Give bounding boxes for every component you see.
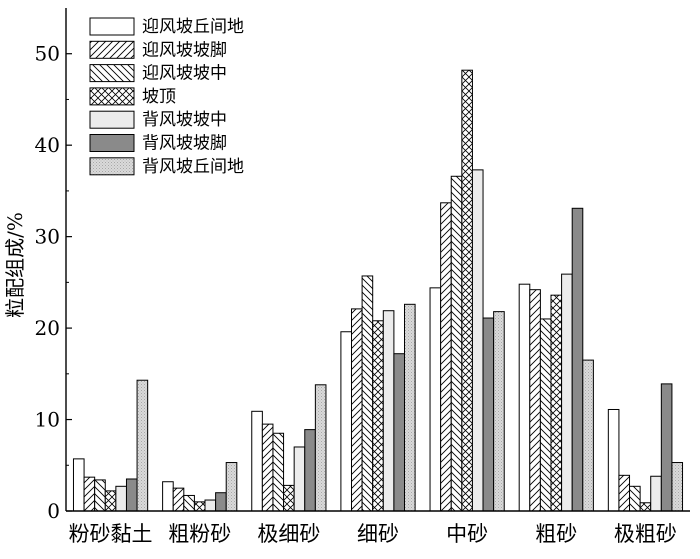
bar-6-4 (550, 294, 563, 512)
bar-5-1 (429, 287, 442, 512)
bar-7-3 (629, 485, 641, 512)
bar-2-5 (204, 499, 217, 512)
axes-layer: 粉砂黏土 粗粉砂 极细砂 细砂 中砂 粗砂 极粗砂 0 10 20 30 40 50 (35, 8, 690, 546)
bar-3-2 (261, 423, 274, 512)
bar-5-5 (471, 169, 484, 512)
bar-1-3 (94, 479, 106, 512)
y-tick-label: 0 (47, 499, 60, 523)
bar-6-3 (539, 318, 552, 512)
bar-3-6 (304, 429, 316, 512)
x-tick-label: 粉砂黏土 (69, 522, 153, 546)
x-tick-label: 细砂 (357, 522, 399, 546)
x-tick-label: 中砂 (446, 522, 488, 546)
y-tick-label: 40 (35, 133, 60, 157)
legend-label: 背风坡坡中 (142, 110, 227, 130)
bar-3-7 (314, 384, 327, 512)
bar-1-7 (136, 379, 149, 512)
bar-7-6 (660, 383, 673, 512)
bar-1-1 (72, 458, 85, 512)
bar-2-3 (183, 494, 195, 512)
bar-7-2 (618, 474, 631, 512)
legend-label: 迎风坡坡中 (142, 64, 227, 84)
bar-1-6 (125, 478, 138, 512)
legend-swatch (89, 64, 135, 83)
bar-1-2 (83, 476, 96, 512)
bar-4-6 (393, 353, 405, 512)
bar-5-2 (440, 202, 452, 512)
bar-4-1 (340, 331, 352, 512)
bar-2-6 (215, 492, 227, 512)
bar-6-2 (529, 289, 541, 512)
bar-6-7 (582, 359, 594, 512)
legend-label: 迎风坡坡脚 (142, 40, 227, 60)
y-tick-label: 50 (35, 42, 60, 66)
bar-2-4 (193, 501, 206, 512)
legend-label: 背风坡丘间地 (142, 157, 244, 177)
legend-swatch (89, 40, 135, 59)
y-tick-label: 30 (35, 225, 60, 249)
y-axis-title: 粒配组成/% (3, 212, 27, 318)
bar-3-4 (283, 484, 295, 512)
bar-2-7 (225, 462, 238, 512)
legend-swatch (89, 110, 135, 129)
bar-5-3 (450, 175, 463, 512)
bar-2-2 (172, 487, 185, 512)
x-tick-label: 粗砂 (535, 522, 577, 546)
bar-4-2 (351, 308, 363, 512)
bar-5-7 (493, 311, 505, 512)
bar-6-6 (571, 207, 584, 512)
y-tick-label: 10 (35, 408, 60, 432)
bar-7-1 (607, 408, 620, 512)
bar-3-5 (293, 446, 306, 512)
legend-swatch (89, 87, 135, 106)
bar-6-1 (518, 283, 531, 512)
legend-swatch (89, 134, 135, 152)
x-tick-label: 极细砂 (257, 522, 320, 546)
bar-6-5 (561, 273, 573, 512)
bar-2-1 (162, 481, 174, 512)
y-tick-label: 20 (35, 316, 60, 340)
bar-1-4 (104, 490, 117, 512)
bar-5-4 (461, 69, 473, 512)
legend-label: 坡顶 (142, 87, 176, 107)
legend-swatch (89, 157, 135, 176)
bar-7-5 (650, 475, 662, 512)
bar-5-6 (482, 317, 495, 512)
bar-4-4 (372, 320, 384, 512)
bar-4-7 (404, 303, 416, 512)
legend-label: 迎风坡丘间地 (142, 17, 244, 37)
x-tick-label: 极粗砂 (614, 522, 677, 546)
bar-7-7 (671, 462, 684, 512)
bars-layer (72, 69, 684, 512)
bar-3-1 (251, 410, 263, 512)
legend-label: 背风坡坡脚 (142, 134, 227, 154)
bar-4-5 (382, 310, 395, 512)
bar-1-5 (115, 485, 127, 512)
bar-4-3 (361, 275, 374, 512)
bar-3-3 (272, 432, 285, 512)
bar-7-4 (639, 502, 652, 512)
legend-swatch (89, 17, 135, 36)
x-tick-label: 粗粉砂 (168, 522, 231, 546)
